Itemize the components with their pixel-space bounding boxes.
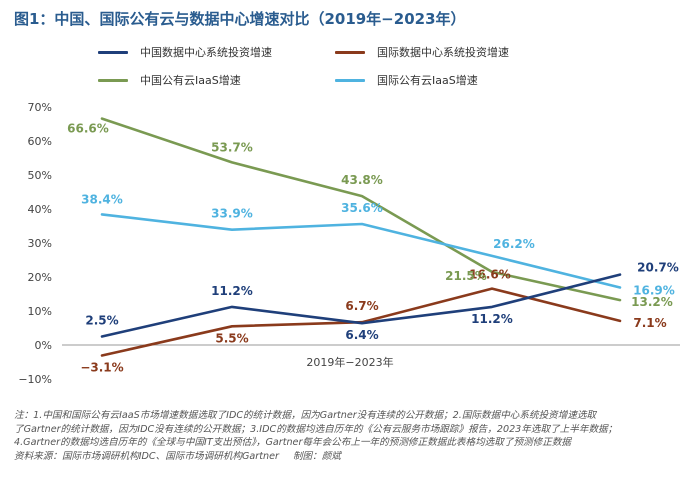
y-tick-label: 30% <box>28 237 52 250</box>
y-tick-label: 20% <box>28 271 52 284</box>
data-label: 26.2% <box>493 237 535 251</box>
legend-label: 国际数据中心系统投资增速 <box>377 46 509 59</box>
legend-item-intl-iaas: 国际公有云IaaS增速 <box>335 72 478 88</box>
legend-label: 中国公有云IaaS增速 <box>140 74 241 87</box>
data-label: 6.7% <box>345 299 378 313</box>
chart-title: 图1：中国、国际公有云与数据中心增速对比（2019年−2023年） <box>14 10 466 28</box>
line-chart: 70% 60% 50% 40% 30% 20% 10% 0% −10% 2019年−2023年 2.… <box>18 101 680 386</box>
legend-swatch <box>335 78 365 82</box>
data-label: −3.1% <box>80 361 123 375</box>
y-tick-label: 0% <box>35 339 52 352</box>
y-tick-label: 60% <box>28 135 52 148</box>
data-label: 6.4% <box>345 328 378 342</box>
series-line <box>100 117 622 302</box>
legend-label: 中国数据中心系统投资增速 <box>140 46 272 59</box>
note-line: 4.Gartner的数据均选自历年的《全球与中国IT支出预估》，Gartner每… <box>14 437 572 448</box>
legend-swatch <box>335 50 365 54</box>
series-line <box>100 273 622 338</box>
data-label: 11.2% <box>211 284 253 298</box>
legend-label: 国际公有云IaaS增速 <box>377 74 478 87</box>
source-text: 资料来源：国际市场调研机构IDC、国际市场调研机构Gartner <box>14 450 279 462</box>
data-label: 21.5% <box>445 269 487 283</box>
data-label: 11.2% <box>471 312 513 326</box>
data-label: 53.7% <box>211 140 253 154</box>
data-label: 38.4% <box>81 192 123 206</box>
data-label: 5.5% <box>215 331 248 345</box>
y-tick-label: 10% <box>28 305 52 318</box>
y-tick-label: −10% <box>18 373 52 386</box>
data-label: 43.8% <box>341 173 383 187</box>
data-label: 13.2% <box>631 295 673 309</box>
data-label: 2.5% <box>85 314 118 328</box>
legend-item-cn-dc: 中国数据中心系统投资增速 <box>98 44 272 60</box>
legend-item-intl-dc: 国际数据中心系统投资增速 <box>335 44 509 60</box>
data-label: 20.7% <box>637 261 679 275</box>
data-label: 35.6% <box>341 201 383 215</box>
x-axis-label: 2019年−2023年 <box>306 355 393 369</box>
author-text: 制图：颜斌 <box>292 450 341 462</box>
data-label: 66.6% <box>67 122 109 136</box>
legend-swatch <box>98 78 128 82</box>
series-line <box>100 213 622 289</box>
legend-swatch <box>98 50 128 54</box>
data-label: 33.9% <box>211 207 253 221</box>
note-line: 了Gartner的统计数据，因为IDC没有连续的公开数据；3.IDC的数据均选自… <box>14 423 618 435</box>
data-label: 7.1% <box>633 316 666 330</box>
note-line: 注：1.中国和国际公有云IaaS市场增速数据选取了IDC的统计数据，因为Gart… <box>14 410 597 421</box>
y-tick-label: 40% <box>28 203 52 216</box>
source-line: 资料来源：国际市场调研机构IDC、国际市场调研机构Gartner 制图：颜斌 <box>14 450 684 464</box>
data-label: 16.6% <box>469 268 511 282</box>
legend-item-cn-iaas: 中国公有云IaaS增速 <box>98 72 241 88</box>
chart-notes: 注：1.中国和国际公有云IaaS市场增速数据选取了IDC的统计数据，因为Gart… <box>14 409 684 463</box>
data-label: 16.9% <box>633 284 675 298</box>
y-tick-label: 70% <box>28 101 52 114</box>
y-tick-label: 50% <box>28 169 52 182</box>
